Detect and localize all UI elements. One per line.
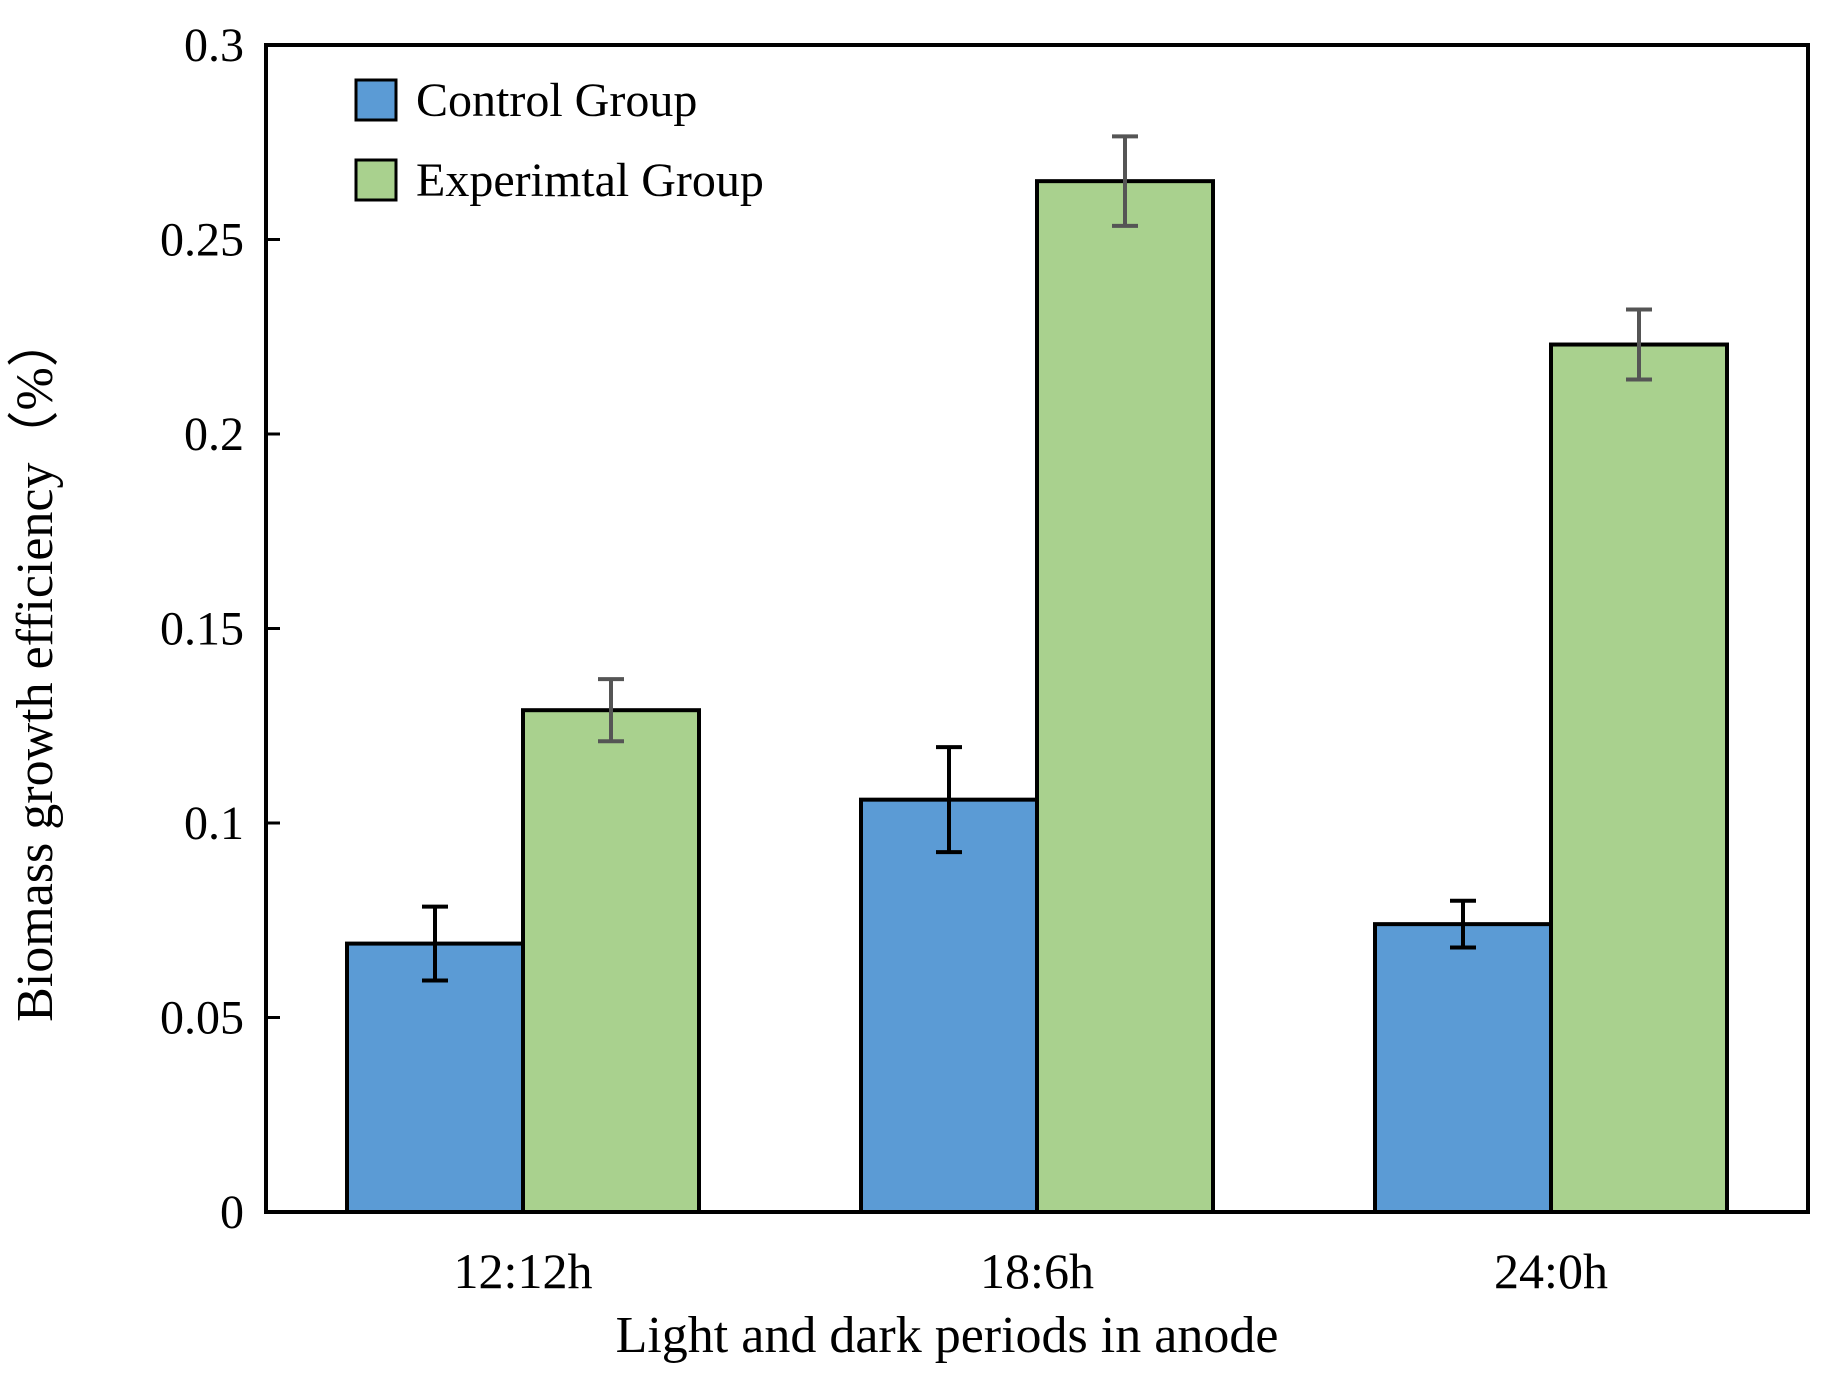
y-tick-label: 0.15 bbox=[160, 603, 244, 656]
legend-label-experimtal-group: Experimtal Group bbox=[416, 154, 764, 207]
error-bar-control-group-18-6h bbox=[936, 745, 962, 855]
bar-control-group-24-0h bbox=[1373, 922, 1553, 1214]
y-tick-label: 0.2 bbox=[184, 408, 244, 461]
y-tick-label: 0.1 bbox=[184, 797, 244, 850]
bar-control-group-12-12h bbox=[345, 941, 525, 1215]
bar-experimtal-group-18-6h bbox=[1035, 179, 1215, 1214]
y-tick-label: 0.3 bbox=[184, 19, 244, 72]
error-bar-control-group-24-0h bbox=[1450, 898, 1476, 950]
x-category-label: 18:6h bbox=[980, 1243, 1094, 1299]
y-axis: 0 0.05 0.1 0.15 0.2 0.25 0.3 bbox=[160, 19, 280, 1239]
y-axis-title: Biomass growth efficiency（%） bbox=[7, 315, 64, 1022]
legend-label-control-group: Control Group bbox=[416, 74, 697, 127]
error-bar-experimtal-group-24-0h bbox=[1626, 307, 1652, 382]
bar-experimtal-group-12-12h bbox=[521, 708, 701, 1214]
x-axis-title: Light and dark periods in anode bbox=[616, 1307, 1279, 1364]
x-category-label: 12:12h bbox=[454, 1243, 593, 1299]
legend: Control Group Experimtal Group bbox=[354, 74, 764, 207]
x-axis: 12:12h 18:6h 24:0h bbox=[454, 1243, 1608, 1299]
error-bar-control-group-12-12h bbox=[422, 904, 448, 983]
error-bars-layer bbox=[422, 134, 1652, 983]
error-bar-experimtal-group-12-12h bbox=[598, 677, 624, 744]
error-bar-experimtal-group-18-6h bbox=[1112, 134, 1138, 228]
legend-swatch-experimtal-group bbox=[354, 158, 398, 202]
bars-layer bbox=[345, 179, 1729, 1215]
bar-experimtal-group-24-0h bbox=[1549, 342, 1729, 1214]
x-category-label: 24:0h bbox=[1494, 1243, 1608, 1299]
y-tick-label: 0 bbox=[220, 1186, 244, 1239]
y-tick-label: 0.05 bbox=[160, 992, 244, 1045]
y-tick-label: 0.25 bbox=[160, 214, 244, 267]
legend-swatch-control-group bbox=[354, 78, 398, 122]
bar-control-group-18-6h bbox=[859, 797, 1039, 1214]
